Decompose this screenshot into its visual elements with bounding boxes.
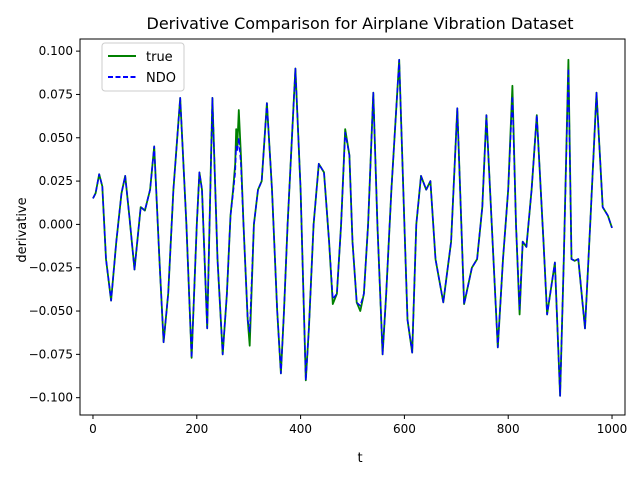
y-tick-label: −0.025 [29, 261, 73, 275]
x-tick-label: 400 [289, 422, 312, 436]
y-tick-label: 0.000 [39, 217, 73, 231]
y-tick-label: 0.075 [39, 87, 73, 101]
y-tick-label: 0.025 [39, 174, 73, 188]
axis-ticks: 0 200 400 600 800 1000 −0.100 −0.075 −0.050 −0.02… [29, 44, 628, 436]
y-tick-label: −0.050 [29, 304, 73, 318]
x-tick-label: 800 [497, 422, 520, 436]
legend: true NDO [101, 42, 185, 92]
x-axis-label: t [357, 451, 362, 466]
axes-frame [79, 38, 626, 416]
x-tick-label: 200 [185, 422, 208, 436]
legend-label-ndo: NDO [146, 71, 176, 86]
plot-area [92, 58, 613, 397]
y-tick-label: 0.050 [39, 131, 73, 145]
y-tick-label: −0.100 [29, 391, 73, 405]
legend-label-true: true [146, 50, 173, 65]
x-tick-label: 1000 [597, 422, 628, 436]
y-tick-label: −0.075 [29, 347, 73, 361]
x-tick-label: 0 [89, 422, 97, 436]
series-line-ndo [92, 59, 613, 397]
x-tick-label: 600 [393, 422, 416, 436]
y-axis-label: derivative [15, 197, 30, 262]
y-tick-label: 0.100 [39, 44, 73, 58]
chart-title: Derivative Comparison for Airplane Vibra… [147, 14, 574, 33]
